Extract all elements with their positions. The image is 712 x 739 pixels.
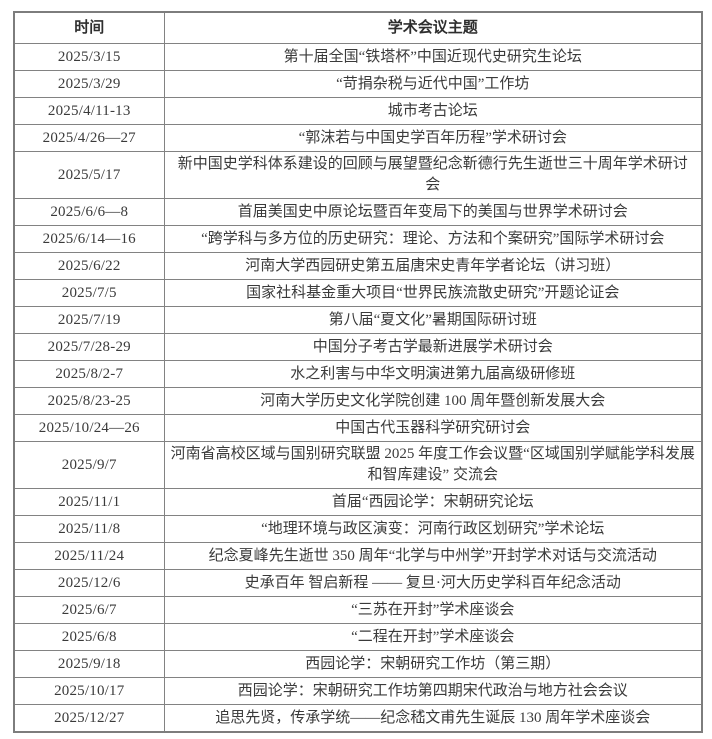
topic-cell: 首届美国史中原论坛暨百年变局下的美国与世界学术研讨会 <box>163 198 703 226</box>
topic-cell: “三苏在开封”学术座谈会 <box>163 596 703 624</box>
date-cell: 2025/11/24 <box>13 542 165 570</box>
table-row: 2025/4/11-13 城市考古论坛 <box>13 97 703 125</box>
column-header-topic: 学术会议主题 <box>163 11 703 44</box>
table-row: 2025/12/27 追思先贤，传承学统——纪念嵇文甫先生诞辰 130 周年学术座… <box>13 704 703 733</box>
date-cell: 2025/11/8 <box>13 515 165 543</box>
date-cell: 2025/3/15 <box>13 43 165 71</box>
topic-cell: “二程在开封”学术座谈会 <box>163 623 703 651</box>
date-cell: 2025/6/7 <box>13 596 165 624</box>
table-row: 2025/12/6 史承百年 智启新程 —— 复旦·河大历史学科百年纪念活动 <box>13 569 703 597</box>
date-cell: 2025/3/29 <box>13 70 165 98</box>
table-row: 2025/11/1 首届“西园论学：宋朝研究论坛 <box>13 488 703 516</box>
date-cell: 2025/12/6 <box>13 569 165 597</box>
date-cell: 2025/7/19 <box>13 306 165 334</box>
table-row: 2025/3/29 “苛捐杂税与近代中国”工作坊 <box>13 70 703 98</box>
topic-cell: 首届“西园论学：宋朝研究论坛 <box>163 488 703 516</box>
date-cell: 2025/9/7 <box>13 441 165 489</box>
date-cell: 2025/7/28-29 <box>13 333 165 361</box>
table-row: 2025/6/22 河南大学西园研史第五届唐宋史青年学者论坛（讲习班） <box>13 252 703 280</box>
table-row: 2025/5/17 新中国史学科体系建设的回顾与展望暨纪念靳德行先生逝世三十周年学… <box>13 151 703 199</box>
table-row: 2025/7/28-29 中国分子考古学最新进展学术研讨会 <box>13 333 703 361</box>
date-cell: 2025/6/8 <box>13 623 165 651</box>
topic-cell: 河南大学西园研史第五届唐宋史青年学者论坛（讲习班） <box>163 252 703 280</box>
date-cell: 2025/8/2-7 <box>13 360 165 388</box>
table-row: 2025/11/24 纪念夏峰先生逝世 350 周年“北学与中州学”开封学术对话与… <box>13 542 703 570</box>
topic-cell: 国家社科基金重大项目“世界民族流散史研究”开题论证会 <box>163 279 703 307</box>
table-row: 2025/9/7 河南省高校区域与国别研究联盟 2025 年度工作会议暨“区域国别… <box>13 441 703 489</box>
topic-cell: 史承百年 智启新程 —— 复旦·河大历史学科百年纪念活动 <box>163 569 703 597</box>
date-cell: 2025/10/24—26 <box>13 414 165 442</box>
date-cell: 2025/11/1 <box>13 488 165 516</box>
table-row: 2025/7/5 国家社科基金重大项目“世界民族流散史研究”开题论证会 <box>13 279 703 307</box>
topic-cell: 第十届全国“铁塔杯”中国近现代史研究生论坛 <box>163 43 703 71</box>
table-row: 2025/10/17 西园论学：宋朝研究工作坊第四期宋代政治与地方社会会议 <box>13 677 703 705</box>
column-header-time: 时间 <box>13 11 165 44</box>
topic-cell: 中国古代玉器科学研究研讨会 <box>163 414 703 442</box>
topic-cell: 中国分子考古学最新进展学术研讨会 <box>163 333 703 361</box>
topic-cell: 西园论学：宋朝研究工作坊（第三期） <box>163 650 703 678</box>
table-row: 2025/6/6—8 首届美国史中原论坛暨百年变局下的美国与世界学术研讨会 <box>13 198 703 226</box>
table-row: 2025/6/7 “三苏在开封”学术座谈会 <box>13 596 703 624</box>
date-cell: 2025/4/11-13 <box>13 97 165 125</box>
date-cell: 2025/8/23-25 <box>13 387 165 415</box>
table-row: 2025/3/15 第十届全国“铁塔杯”中国近现代史研究生论坛 <box>13 43 703 71</box>
topic-cell: “郭沫若与中国史学百年历程”学术研讨会 <box>163 124 703 152</box>
date-cell: 2025/10/17 <box>13 677 165 705</box>
table-row: 2025/7/19 第八届“夏文化”暑期国际研讨班 <box>13 306 703 334</box>
topic-cell: 纪念夏峰先生逝世 350 周年“北学与中州学”开封学术对话与交流活动 <box>163 542 703 570</box>
date-cell: 2025/4/26—27 <box>13 124 165 152</box>
topic-cell: 水之利害与中华文明演进第九届高级研修班 <box>163 360 703 388</box>
topic-cell: “地理环境与政区演变：河南行政区划研究”学术论坛 <box>163 515 703 543</box>
date-cell: 2025/6/14—16 <box>13 225 165 253</box>
topic-cell: 西园论学：宋朝研究工作坊第四期宋代政治与地方社会会议 <box>163 677 703 705</box>
topic-cell: 追思先贤，传承学统——纪念嵇文甫先生诞辰 130 周年学术座谈会 <box>163 704 703 733</box>
table-row: 2025/8/23-25 河南大学历史文化学院创建 100 周年暨创新发展大会 <box>13 387 703 415</box>
table-header: 时间 学术会议主题 <box>13 11 703 44</box>
topic-cell: 城市考古论坛 <box>163 97 703 125</box>
date-cell: 2025/6/6—8 <box>13 198 165 226</box>
table-row: 2025/10/24—26 中国古代玉器科学研究研讨会 <box>13 414 703 442</box>
topic-cell: 河南省高校区域与国别研究联盟 2025 年度工作会议暨“区域国别学赋能学科发展和… <box>163 441 703 489</box>
conference-schedule-table: 时间 学术会议主题 2025/3/15 第十届全国“铁塔杯”中国近现代史研究生论坛… <box>13 11 703 733</box>
date-cell: 2025/12/27 <box>13 704 165 733</box>
topic-cell: “苛捐杂税与近代中国”工作坊 <box>163 70 703 98</box>
table-row: 2025/8/2-7 水之利害与中华文明演进第九届高级研修班 <box>13 360 703 388</box>
conference-table-body: 2025/3/15 第十届全国“铁塔杯”中国近现代史研究生论坛 2025/3/29 “… <box>13 43 703 733</box>
date-cell: 2025/9/18 <box>13 650 165 678</box>
topic-cell: “跨学科与多方位的历史研究：理论、方法和个案研究”国际学术研讨会 <box>163 225 703 253</box>
date-cell: 2025/6/22 <box>13 252 165 280</box>
date-cell: 2025/5/17 <box>13 151 165 199</box>
header-row: 时间 学术会议主题 <box>13 11 703 44</box>
table-row: 2025/11/8 “地理环境与政区演变：河南行政区划研究”学术论坛 <box>13 515 703 543</box>
table-row: 2025/9/18 西园论学：宋朝研究工作坊（第三期） <box>13 650 703 678</box>
table-row: 2025/6/8 “二程在开封”学术座谈会 <box>13 623 703 651</box>
topic-cell: 第八届“夏文化”暑期国际研讨班 <box>163 306 703 334</box>
table-row: 2025/6/14—16 “跨学科与多方位的历史研究：理论、方法和个案研究”国际学… <box>13 225 703 253</box>
topic-cell: 河南大学历史文化学院创建 100 周年暨创新发展大会 <box>163 387 703 415</box>
table-row: 2025/4/26—27 “郭沫若与中国史学百年历程”学术研讨会 <box>13 124 703 152</box>
date-cell: 2025/7/5 <box>13 279 165 307</box>
topic-cell: 新中国史学科体系建设的回顾与展望暨纪念靳德行先生逝世三十周年学术研讨会 <box>163 151 703 199</box>
